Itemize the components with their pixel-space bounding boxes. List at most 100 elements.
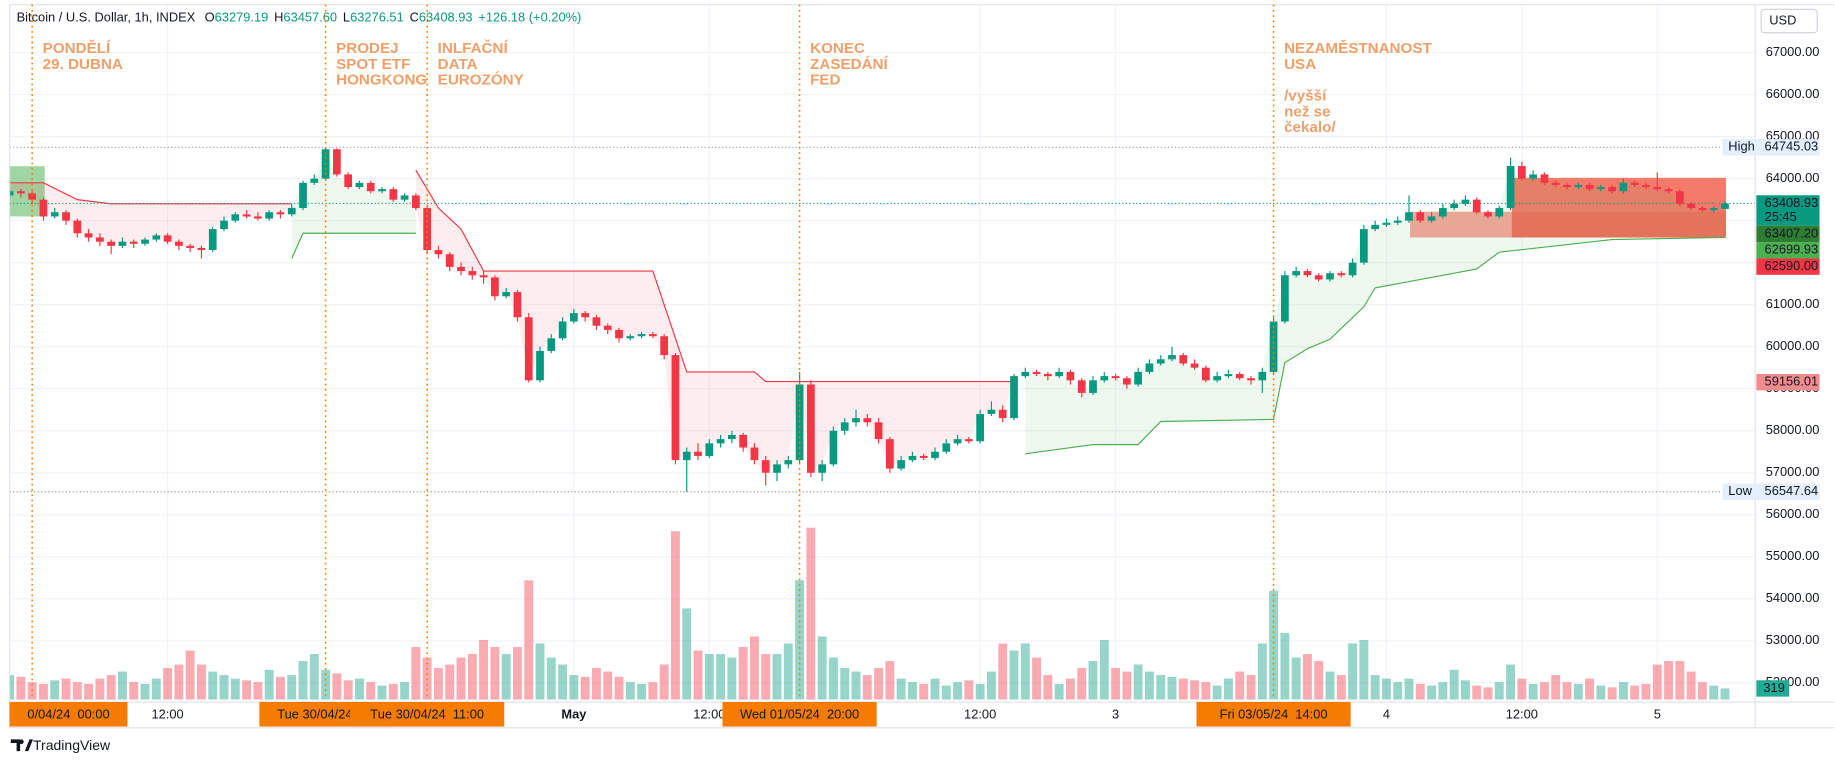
volume-bar xyxy=(366,682,376,700)
candle-body xyxy=(220,220,228,230)
candle-body xyxy=(660,336,669,356)
annotation: INLFAČNÍ xyxy=(438,39,509,57)
candle-body xyxy=(1292,271,1301,276)
volume-bar xyxy=(1562,682,1572,700)
x-tick-label: May xyxy=(561,706,587,721)
candle-body xyxy=(1371,224,1380,230)
candle-body xyxy=(773,464,781,473)
volume-bar xyxy=(524,580,534,700)
volume-bar xyxy=(174,664,184,700)
annotation: ZASEDÁNÍ xyxy=(810,56,888,73)
button-frame[interactable] xyxy=(1760,8,1818,34)
candle-body xyxy=(1438,208,1447,217)
price-badge xyxy=(1756,139,1820,156)
annotation: PONDĚLÍ xyxy=(43,39,111,57)
volume-badge xyxy=(1756,680,1790,697)
volume-bar xyxy=(851,671,861,700)
candle-body xyxy=(39,199,48,217)
y-tick-label: 54000.00 xyxy=(1766,590,1820,605)
candle-body xyxy=(310,178,319,183)
volume-bar xyxy=(1133,664,1143,700)
candle-body xyxy=(163,235,172,242)
volume-bar xyxy=(1652,664,1662,700)
annotation-note: čekalo/ xyxy=(1284,119,1336,136)
candle-body xyxy=(784,460,793,465)
candle-body xyxy=(1258,371,1267,381)
candle-body xyxy=(1664,189,1673,192)
volume-bar xyxy=(129,682,139,700)
candle-body xyxy=(175,241,183,246)
volume-bar xyxy=(1348,643,1358,700)
volume-bar xyxy=(185,650,195,700)
volume-bar xyxy=(625,682,635,700)
volume-bar xyxy=(1551,675,1561,700)
candle-body xyxy=(976,413,985,442)
volume-bar xyxy=(512,647,522,700)
candle-body xyxy=(1563,184,1571,188)
candle-body xyxy=(1551,182,1560,185)
candle-body xyxy=(1032,371,1041,375)
axes: 52000.0053000.0054000.0055000.0056000.00… xyxy=(9,4,1835,729)
price-badge-label: 62699.93 xyxy=(1765,242,1819,257)
price-badge xyxy=(1756,195,1820,226)
candle-body xyxy=(1202,367,1210,381)
candle-body xyxy=(1450,203,1459,209)
legend-key: H xyxy=(274,10,283,25)
annotation: KONEC xyxy=(810,40,865,57)
currency[interactable]: USD xyxy=(1769,12,1796,27)
volume-bar xyxy=(535,643,545,700)
volume-bar xyxy=(1607,687,1617,700)
candle-body xyxy=(457,266,465,272)
candle-body xyxy=(581,313,590,318)
band-fill xyxy=(1025,166,1725,454)
x-tick-label: 12:00 xyxy=(964,706,996,721)
volume-bar xyxy=(727,657,737,700)
candle-body xyxy=(1517,166,1526,179)
event-time-label: Tue 30/04/24 11:00 xyxy=(370,706,484,721)
candle-body xyxy=(1055,371,1064,377)
price-badge-label: 64745.03 xyxy=(1765,139,1819,154)
volume-bar xyxy=(941,685,951,700)
volume-bar xyxy=(603,671,613,700)
band-line xyxy=(291,232,416,259)
candle-body xyxy=(897,460,906,469)
volume-bar xyxy=(840,668,850,700)
candle-body xyxy=(1405,212,1413,221)
currency-button[interactable]: USD xyxy=(1760,8,1818,34)
volume-bar xyxy=(1336,675,1346,700)
candle-body xyxy=(761,460,770,473)
volume-bar xyxy=(964,680,974,700)
volume-bar xyxy=(1517,678,1527,700)
candle-body xyxy=(1100,376,1109,381)
candle-body xyxy=(152,235,161,240)
brand-logo xyxy=(10,739,33,752)
candle-body xyxy=(615,329,623,339)
candle-body xyxy=(1269,321,1278,372)
volume-bar xyxy=(1020,643,1030,700)
legend-value: 63408.93 xyxy=(419,10,473,25)
candle-body xyxy=(1427,216,1436,221)
y-tick-label: 58000.00 xyxy=(1766,422,1820,437)
price-badge-label: 63407.20 xyxy=(1765,225,1819,240)
volume-bar xyxy=(738,647,748,700)
volume-bar xyxy=(795,580,805,700)
candle-body xyxy=(1484,212,1492,217)
candle-body xyxy=(344,174,353,188)
x-tick-label: 12:00 xyxy=(1506,706,1538,721)
volume-bar xyxy=(1618,682,1628,700)
volume-bar xyxy=(197,664,206,700)
volume-bar xyxy=(885,661,895,700)
volume-bar xyxy=(275,676,285,700)
candle-body xyxy=(1348,262,1357,276)
volume-bar xyxy=(953,682,963,700)
annotation-note: /vyšší xyxy=(1284,88,1327,105)
candle-body xyxy=(558,321,567,339)
volume-bar xyxy=(95,678,105,700)
legend-value: 63276.51 xyxy=(350,10,404,25)
y-tick-label: 67000.00 xyxy=(1766,44,1820,59)
candle-body xyxy=(919,455,928,459)
volume-bar xyxy=(986,671,996,700)
volume-bar xyxy=(1043,675,1053,700)
volume-bar xyxy=(546,657,556,700)
